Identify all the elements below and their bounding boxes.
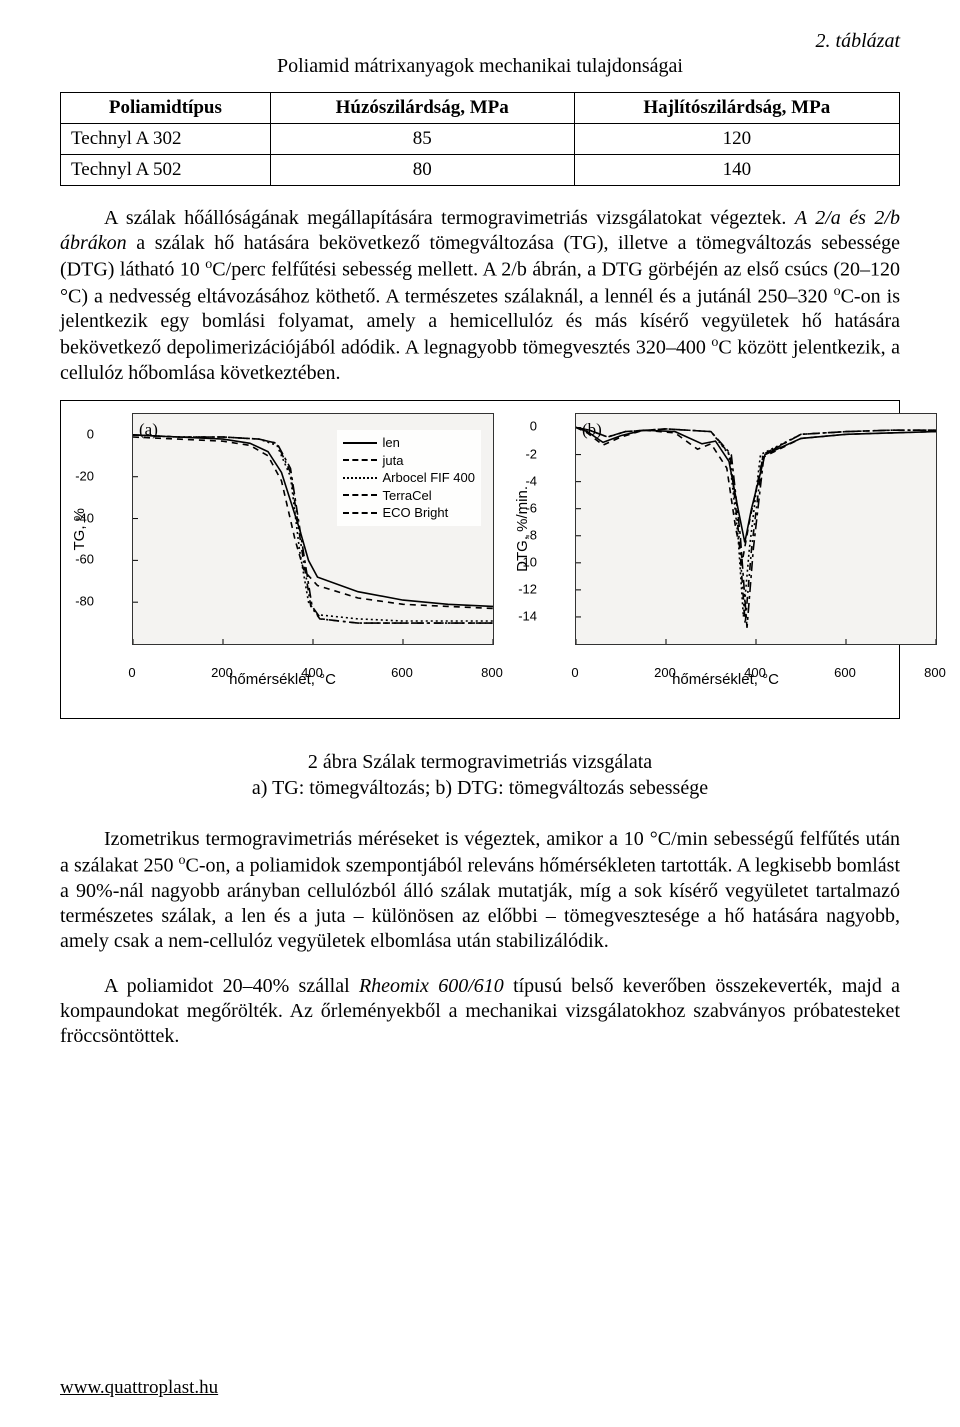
y-tick-label: -4 [525,473,537,488]
table-header: Hajlítószilárdság, MPa [574,93,899,124]
table-caption: Poliamid mátrixanyagok mechanikai tulajd… [60,55,900,78]
superscript: o [834,284,841,299]
y-tick-label: 0 [530,419,537,434]
table-header: Poliamidtípus [61,93,271,124]
paragraph-1: A szálak hőállóságának megállapítására t… [60,206,900,386]
plot-b: (b) [575,413,937,645]
table-row: Technyl A 302 85 120 [61,124,900,155]
y-tick-label: -40 [75,510,94,525]
footer-link[interactable]: www.quattroplast.hu [60,1377,218,1399]
x-tick-label: 0 [128,665,135,680]
plot-a: (a) lenjutaArbocel FIF 400TerraCelECO Br… [132,413,494,645]
figure-box: TG, % (a) lenjutaArbocel FIF 400TerraCel… [60,400,900,719]
chart-panel-b: DTG, %/min. (b) 0-2-4-6-8-10-12-14 02004… [514,413,937,688]
y-tick-label: -12 [518,581,537,596]
y-tick-label: -80 [75,594,94,609]
y-tick-label: -10 [518,554,537,569]
y-tick-label: -20 [75,468,94,483]
table-header-row: Poliamidtípus Húzószilárdság, MPa Hajlít… [61,93,900,124]
x-tick-label: 800 [924,665,946,680]
y-tick-label: -8 [525,527,537,542]
x-tick-label: 400 [301,665,323,680]
text-italic: Rheomix 600/610 [359,975,504,997]
x-tick-label: 200 [654,665,676,680]
caption-line: 2 ábra Szálak termogravimetriás vizsgála… [308,751,652,773]
text: C-on, a poliamidok szempontjából releván… [60,855,900,952]
y-tick-label: 0 [87,426,94,441]
table-cell: 80 [270,155,574,186]
table-cell: 85 [270,124,574,155]
table-cell: Technyl A 502 [61,155,271,186]
x-tick-label: 600 [391,665,413,680]
y-tick-label: -60 [75,552,94,567]
table-cell: Technyl A 302 [61,124,271,155]
properties-table: Poliamidtípus Húzószilárdság, MPa Hajlít… [60,92,900,186]
paragraph-3: A poliamidot 20–40% szállal Rheomix 600/… [60,974,900,1049]
x-tick-label: 400 [744,665,766,680]
page: 2. táblázat Poliamid mátrixanyagok mecha… [0,0,960,1427]
table-tag: 2. táblázat [60,30,900,53]
y-tick-label: -14 [518,608,537,623]
figure-caption: 2 ábra Szálak termogravimetriás vizsgála… [60,749,900,801]
table-cell: 140 [574,155,899,186]
chart-panel-a: TG, % (a) lenjutaArbocel FIF 400TerraCel… [71,413,494,688]
table-header: Húzószilárdság, MPa [270,93,574,124]
table-row: Technyl A 502 80 140 [61,155,900,186]
paragraph-2: Izometrikus termogravimetriás méréseket … [60,827,900,954]
table-cell: 120 [574,124,899,155]
text: A poliamidot 20–40% szállal [104,975,359,997]
x-tick-label: 800 [481,665,503,680]
x-tick-label: 0 [571,665,578,680]
x-tick-label: 200 [211,665,233,680]
y-tick-label: -6 [525,500,537,515]
caption-line: a) TG: tömegváltozás; b) DTG: tömegválto… [252,777,708,799]
superscript: o [179,853,186,868]
x-tick-label: 600 [834,665,856,680]
text: A szálak hőállóságának megállapítására t… [104,207,795,229]
y-tick-label: -2 [525,446,537,461]
